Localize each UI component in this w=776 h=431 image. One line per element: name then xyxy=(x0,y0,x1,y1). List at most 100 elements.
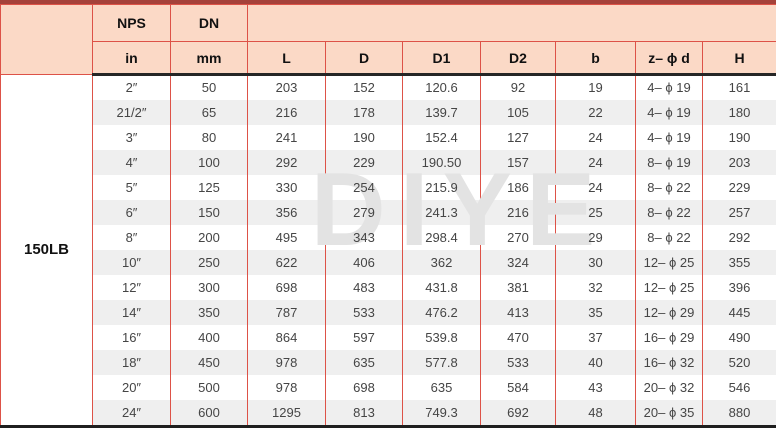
table-cell: 25 xyxy=(555,199,636,225)
table-cell: 105 xyxy=(480,99,556,125)
table-cell: 48 xyxy=(555,399,636,425)
table-cell: 400 xyxy=(170,324,248,350)
table-cell: 29 xyxy=(555,224,636,250)
table-cell: 406 xyxy=(325,249,403,275)
table-cell: 635 xyxy=(402,374,481,400)
table-cell: 539.8 xyxy=(402,324,481,350)
table-cell: 520 xyxy=(701,349,776,375)
table-cell: 152 xyxy=(325,74,403,100)
table-cell: 186 xyxy=(480,174,556,200)
table-row: 14″ 350 787 533 476.2 413 35 12– ϕ 29 445 xyxy=(1,299,776,325)
table-cell: 396 xyxy=(701,274,776,300)
table-cell: 32 xyxy=(555,274,636,300)
table-cell: 150 xyxy=(170,199,248,225)
table-cell: 749.3 xyxy=(402,399,481,425)
pressure-class-cell: 150LB xyxy=(0,74,93,425)
table-cell: 324 xyxy=(480,249,556,275)
table-cell: 362 xyxy=(402,249,481,275)
table-cell: 24 xyxy=(555,124,636,150)
table-row: 6″ 150 356 279 241.3 216 25 8– ϕ 22 257 xyxy=(1,199,776,225)
table-cell: 292 xyxy=(701,224,776,250)
table-cell: 4″ xyxy=(92,149,171,175)
table-row: 12″ 300 698 483 431.8 381 32 12– ϕ 25 396 xyxy=(1,274,776,300)
table-cell: 4– ϕ 19 xyxy=(635,99,703,125)
table-cell: 200 xyxy=(170,224,248,250)
table-cell: 254 xyxy=(325,174,403,200)
table-cell: 490 xyxy=(701,324,776,350)
table-cell: 978 xyxy=(247,349,326,375)
table-row: 150LB 2″ 50 203 152 120.6 92 19 4– ϕ 19 161 xyxy=(0,74,776,425)
table-cell: 8– ϕ 22 xyxy=(635,199,703,225)
table-cell: 20– ϕ 35 xyxy=(635,399,703,425)
column-header: in xyxy=(92,41,171,76)
table-cell: 161 xyxy=(701,74,776,100)
table-cell: 20″ xyxy=(92,374,171,400)
table-cell: 157 xyxy=(480,149,556,175)
table-cell: 12″ xyxy=(92,274,171,300)
table-cell: 495 xyxy=(247,224,326,250)
header-nps: NPS xyxy=(92,4,171,42)
table-cell: 692 xyxy=(480,399,556,425)
table-cell: 139.7 xyxy=(402,99,481,125)
table-row: 3″ 80 241 190 152.4 127 24 4– ϕ 19 190 xyxy=(1,124,776,150)
table-cell: 698 xyxy=(247,274,326,300)
table-cell: 37 xyxy=(555,324,636,350)
table-cell: 10″ xyxy=(92,249,171,275)
class-header-cell xyxy=(0,4,93,75)
column-header: H xyxy=(701,41,776,76)
table-cell: 298.4 xyxy=(402,224,481,250)
column-header: D xyxy=(325,41,403,76)
table-cell: 270 xyxy=(480,224,556,250)
table-cell: 450 xyxy=(170,349,248,375)
table-cell: 215.9 xyxy=(402,174,481,200)
table-cell: 8– ϕ 22 xyxy=(635,224,703,250)
table-cell: 180 xyxy=(701,99,776,125)
table-row: 10″ 250 622 406 362 324 30 12– ϕ 25 355 xyxy=(1,249,776,275)
table-cell: 100 xyxy=(170,149,248,175)
table-cell: 500 xyxy=(170,374,248,400)
table-cell: 2″ xyxy=(92,74,171,100)
column-header: mm xyxy=(170,41,248,76)
table-cell: 190.50 xyxy=(402,149,481,175)
column-header: D2 xyxy=(480,41,556,76)
table-row: 21/2″ 65 216 178 139.7 105 22 4– ϕ 19 180 xyxy=(1,99,776,125)
table-row: 20″ 500 978 698 635 584 43 20– ϕ 32 546 xyxy=(1,374,776,400)
table-cell: 203 xyxy=(247,74,326,100)
table-cell: 279 xyxy=(325,199,403,225)
table-cell: 864 xyxy=(247,324,326,350)
table-cell: 8– ϕ 19 xyxy=(635,149,703,175)
table-cell: 92 xyxy=(480,74,556,100)
column-header: b xyxy=(555,41,636,76)
table-cell: 787 xyxy=(247,299,326,325)
table-cell: 546 xyxy=(701,374,776,400)
table-cell: 16– ϕ 32 xyxy=(635,349,703,375)
table-cell: 343 xyxy=(325,224,403,250)
table-cell: 178 xyxy=(325,99,403,125)
table-cell: 350 xyxy=(170,299,248,325)
table-cell: 600 xyxy=(170,399,248,425)
table-cell: 16– ϕ 29 xyxy=(635,324,703,350)
table-cell: 12– ϕ 25 xyxy=(635,249,703,275)
table-cell: 22 xyxy=(555,99,636,125)
table-cell: 65 xyxy=(170,99,248,125)
table-cell: 698 xyxy=(325,374,403,400)
table-row: 5″ 125 330 254 215.9 186 24 8– ϕ 22 229 xyxy=(1,174,776,200)
table-cell: 257 xyxy=(701,199,776,225)
table-cell: 4– ϕ 19 xyxy=(635,124,703,150)
table-cell: 431.8 xyxy=(402,274,481,300)
table-cell: 24″ xyxy=(92,399,171,425)
table-cell: 381 xyxy=(480,274,556,300)
table-cell: 216 xyxy=(247,99,326,125)
table-cell: 476.2 xyxy=(402,299,481,325)
table-cell: 19 xyxy=(555,74,636,100)
table-cell: 584 xyxy=(480,374,556,400)
table-cell: 20– ϕ 32 xyxy=(635,374,703,400)
table-cell: 50 xyxy=(170,74,248,100)
table-row: 18″ 450 978 635 577.8 533 40 16– ϕ 32 520 xyxy=(1,349,776,375)
table-cell: 330 xyxy=(247,174,326,200)
table-cell: 483 xyxy=(325,274,403,300)
table-cell: 229 xyxy=(325,149,403,175)
table-cell: 533 xyxy=(480,349,556,375)
